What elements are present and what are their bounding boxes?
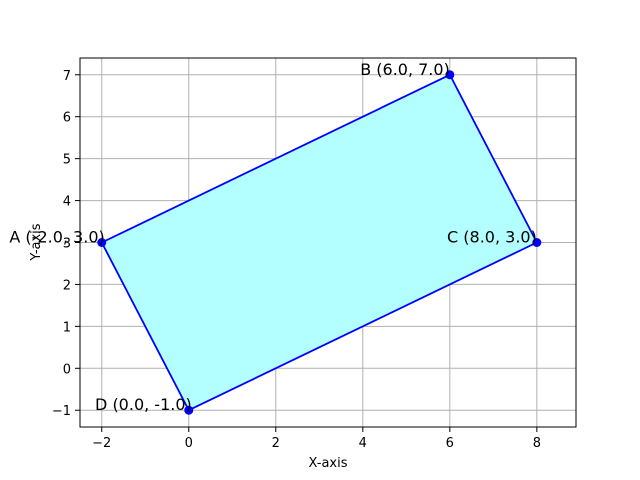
label-layer: A (-2.0, 3.0) B (6.0, 7.0) C (8.0, 3.0) D (…	[9, 60, 536, 414]
y-tick-label-6: 5	[63, 153, 71, 168]
y-tick-label-2: 1	[63, 320, 71, 335]
x-tick-label-1: 0	[185, 436, 193, 451]
point-marker-1	[445, 70, 455, 80]
y-tick-label-0: −1	[52, 404, 71, 419]
point-label-2: C (8.0, 3.0)	[447, 228, 537, 247]
point-label-1: B (6.0, 7.0)	[360, 60, 450, 79]
point-layer	[97, 70, 542, 415]
tick-layer: −2 0 2 4 6 8 −1 0 1 2 3 4 5 6 7	[52, 69, 541, 451]
y-tick-label-8: 7	[63, 69, 71, 84]
x-tick-label-0: −2	[92, 436, 111, 451]
x-tick-label-4: 6	[446, 436, 454, 451]
point-marker-3	[184, 405, 194, 415]
y-tick-label-1: 0	[63, 362, 71, 377]
x-axis-label: X-axis	[309, 456, 348, 471]
point-marker-2	[532, 238, 542, 247]
point-marker-0	[97, 238, 107, 247]
x-tick-label-2: 2	[272, 436, 280, 451]
point-label-3: D (0.0, -1.0)	[95, 395, 192, 414]
point-label-0: A (-2.0, 3.0)	[9, 228, 104, 247]
y-tick-label-5: 4	[63, 195, 71, 210]
x-tick-label-5: 8	[533, 436, 541, 451]
y-tick-label-7: 6	[63, 111, 71, 126]
x-tick-label-3: 4	[359, 436, 367, 451]
y-tick-label-3: 2	[63, 278, 71, 293]
y-axis-label: Y-axis	[29, 223, 44, 261]
y-tick-label-4: 3	[63, 237, 71, 252]
